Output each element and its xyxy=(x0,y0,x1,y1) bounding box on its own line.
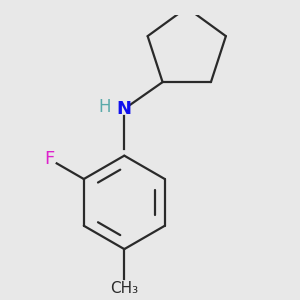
Text: CH₃: CH₃ xyxy=(110,281,138,296)
Text: H: H xyxy=(98,98,111,116)
Text: F: F xyxy=(44,150,55,168)
Text: N: N xyxy=(117,100,132,118)
